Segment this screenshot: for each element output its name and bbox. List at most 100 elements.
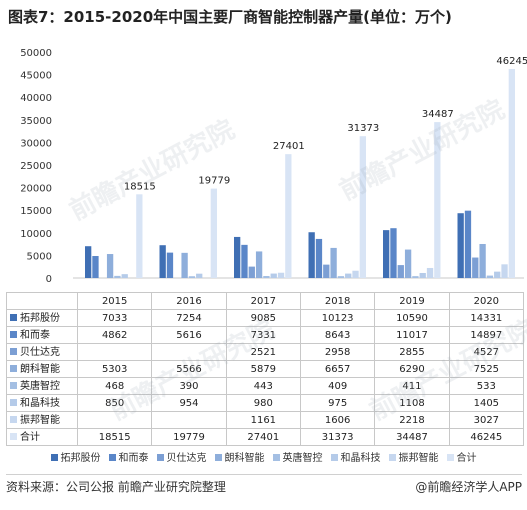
bar (508, 68, 515, 278)
x-tick-label: 2020 (448, 292, 525, 310)
bar (263, 276, 270, 278)
table-row: 和而泰 4862 5616 7331 8643 11017 14897 (6, 326, 525, 344)
footer-divider (6, 474, 522, 475)
data-label: 34487 (422, 109, 454, 120)
bar (210, 188, 217, 278)
table-cell: 14331 (448, 309, 525, 327)
y-tick-label: 50000 (20, 48, 52, 59)
table-cell: 850 (76, 394, 153, 412)
table-cell: 980 (225, 394, 301, 412)
source-note: 资料来源：公司公报 前瞻产业研究院整理 (6, 480, 226, 494)
x-tick-label: 2018 (299, 292, 376, 310)
bar (419, 272, 426, 278)
legend-item: 贝仕达克 (156, 449, 207, 464)
table-row: 振邦智能 1161 1606 2218 3027 (6, 411, 525, 429)
bar (352, 270, 359, 278)
bar (494, 271, 501, 278)
legend-swatch (50, 454, 58, 461)
bar (114, 275, 121, 278)
y-tick-label: 35000 (20, 116, 52, 127)
bar (337, 276, 345, 278)
data-label: 27401 (273, 141, 305, 152)
legend-swatch (10, 381, 17, 389)
legend-item: 和而泰 (108, 449, 149, 464)
bar (136, 194, 143, 278)
bar (359, 136, 366, 278)
y-tick-label: 45000 (20, 71, 52, 82)
legend-swatch (10, 347, 17, 355)
table-cell: 4862 (76, 326, 153, 344)
y-tick-label: 15000 (20, 206, 52, 217)
table-cell: 18515 (76, 428, 153, 446)
table-cell: 409 (299, 377, 376, 395)
table-cell: 5879 (225, 360, 301, 378)
bar (323, 264, 330, 278)
bar (426, 267, 434, 278)
table-cell: 10123 (299, 309, 376, 327)
table-cell: 9085 (225, 309, 301, 327)
table-row: 朗科智能 5303 5566 5879 6657 6290 7525 (6, 360, 525, 378)
table-cell: 7525 (448, 360, 525, 378)
data-label: 18515 (124, 181, 156, 192)
table-cell: 2218 (374, 411, 450, 429)
table-row: 和晶科技 850 954 980 975 1108 1405 (6, 394, 525, 412)
table-cell: 5616 (151, 326, 227, 344)
legend-item: 拓邦股份 (50, 449, 101, 464)
table-cell: 27401 (225, 428, 301, 446)
legend-swatch (10, 364, 17, 372)
legend-swatch (388, 454, 396, 461)
bar (457, 213, 464, 278)
legend-item: 和晶科技 (330, 449, 381, 464)
bar (188, 276, 196, 278)
bar (397, 265, 404, 278)
credit-note: @前瞻经济学人APP (415, 480, 522, 494)
legend-item: 振邦智能 (388, 449, 439, 464)
table-cell: 390 (151, 377, 227, 395)
x-tick-label: 2019 (374, 292, 450, 310)
bar (181, 252, 188, 278)
x-tick-label: 2017 (225, 292, 301, 310)
bar (106, 254, 114, 278)
table-cell: 411 (374, 377, 450, 395)
legend-swatch (446, 454, 454, 461)
legend-swatch (330, 454, 338, 461)
legend-item: 朗科智能 (214, 449, 265, 464)
table-corner-cell (6, 292, 78, 310)
series-name-cell: 和而泰 (6, 326, 78, 344)
legend-swatch (108, 454, 116, 461)
legend-swatch (156, 454, 164, 461)
table-cell: 1606 (299, 411, 376, 429)
table-cell: 11017 (374, 326, 450, 344)
table-cell: 7254 (151, 309, 227, 327)
table-cell: 2521 (225, 343, 301, 361)
bar (501, 264, 508, 278)
bar (315, 238, 323, 278)
legend-swatch (10, 330, 17, 338)
table-cell: 1108 (374, 394, 450, 412)
legend-swatch (10, 313, 17, 321)
chart-legend: 拓邦股份 和而泰 贝仕达克 朗科智能 英唐智控 和晶科技 振邦智能 合计 (0, 449, 527, 465)
table-cell: 5566 (151, 360, 227, 378)
bar (404, 249, 412, 278)
legend-swatch (272, 454, 280, 461)
bar (479, 243, 486, 278)
table-row: 贝仕达克 2521 2958 2855 4527 (6, 343, 525, 361)
bar (464, 210, 472, 278)
y-tick-label: 5000 (27, 251, 52, 262)
y-tick-label: 20000 (20, 184, 52, 195)
legend-item: 英唐智控 (272, 449, 323, 464)
table-cell: 7033 (76, 309, 153, 327)
series-name-cell: 拓邦股份 (6, 309, 78, 327)
series-name-cell: 朗科智能 (6, 360, 78, 378)
bar (345, 273, 352, 278)
series-name-cell: 合计 (6, 428, 78, 446)
data-label: 31373 (347, 123, 379, 134)
y-tick-label: 40000 (20, 93, 52, 104)
bar (390, 228, 397, 278)
bar (234, 236, 241, 278)
table-cell: 34487 (374, 428, 450, 446)
table-cell: 6657 (299, 360, 376, 378)
y-tick-label: 10000 (20, 229, 52, 240)
chart-title: 图表7：2015-2020年中国主要厂商智能控制器产量(单位：万个) (8, 8, 452, 26)
table-cell: 533 (448, 377, 525, 395)
